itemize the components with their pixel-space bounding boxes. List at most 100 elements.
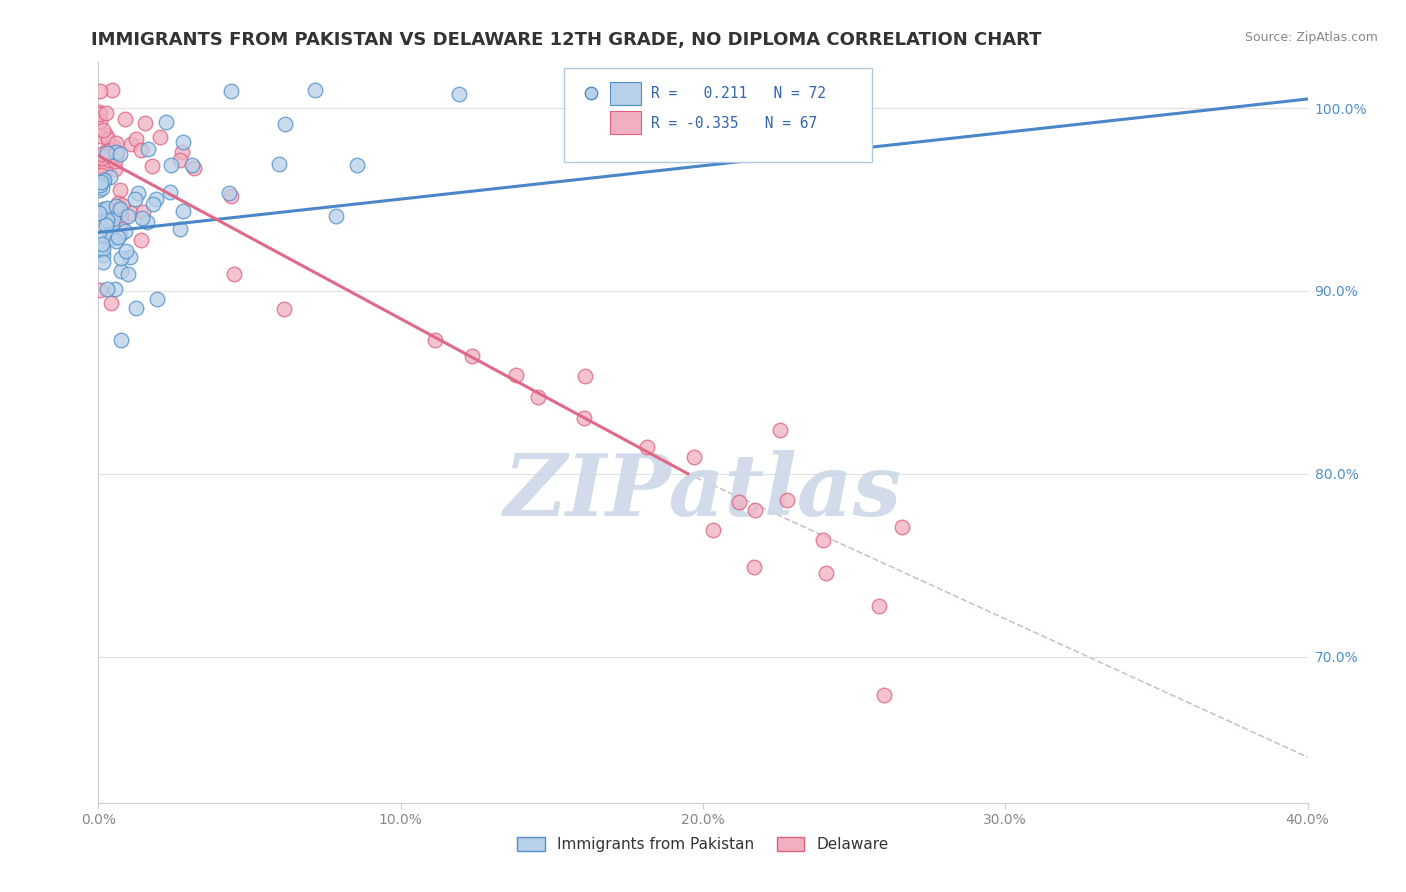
Point <box>129 143 152 157</box>
Point <box>90 175 112 189</box>
Point <box>96 213 118 227</box>
Point <box>742 560 765 574</box>
Point <box>141 160 163 174</box>
Point <box>346 158 368 172</box>
Point <box>96 282 118 296</box>
Point <box>574 369 596 384</box>
Point <box>110 215 132 229</box>
Point <box>273 301 295 316</box>
Point <box>108 146 131 161</box>
Point <box>97 132 120 146</box>
Point <box>117 267 139 281</box>
Point <box>136 142 159 156</box>
Point <box>110 251 132 265</box>
Point <box>105 235 128 249</box>
Text: R =   0.211   N = 72: R = 0.211 N = 72 <box>651 86 825 101</box>
Point <box>91 242 114 256</box>
Point <box>101 211 124 226</box>
Point <box>98 169 121 184</box>
Text: IMMIGRANTS FROM PAKISTAN VS DELAWARE 12TH GRADE, NO DIPLOMA CORRELATION CHART: IMMIGRANTS FROM PAKISTAN VS DELAWARE 12T… <box>91 31 1042 49</box>
Point <box>94 218 117 232</box>
Point <box>101 218 124 232</box>
Point <box>98 143 121 157</box>
FancyBboxPatch shape <box>564 68 872 162</box>
Point <box>304 83 326 97</box>
Point <box>89 206 111 220</box>
Text: ZIPatlas: ZIPatlas <box>503 450 903 533</box>
Point <box>108 183 131 197</box>
Point <box>100 296 122 310</box>
Point <box>89 105 111 120</box>
Point <box>125 131 148 145</box>
Point <box>124 301 146 315</box>
Point <box>172 135 194 149</box>
Point <box>155 115 177 129</box>
Point <box>87 183 110 197</box>
Point <box>425 333 447 347</box>
Point <box>129 233 152 247</box>
Point <box>169 222 191 236</box>
Point <box>868 599 890 613</box>
Point <box>145 192 167 206</box>
Point <box>181 158 204 172</box>
Point <box>101 83 124 97</box>
Point <box>105 145 128 159</box>
Point <box>89 244 111 258</box>
Point <box>219 188 242 202</box>
Point <box>89 242 111 256</box>
Point <box>104 205 127 219</box>
Point <box>702 523 724 537</box>
Point <box>101 231 124 245</box>
Point <box>90 169 112 183</box>
Text: Source: ZipAtlas.com: Source: ZipAtlas.com <box>1244 31 1378 45</box>
Point <box>89 128 111 143</box>
Point <box>134 116 156 130</box>
Point <box>90 151 112 165</box>
FancyBboxPatch shape <box>610 82 641 104</box>
Point <box>94 128 117 143</box>
Point <box>700 83 723 97</box>
Point <box>90 237 112 252</box>
Point <box>183 161 205 175</box>
Point <box>89 178 111 192</box>
Point <box>89 283 111 297</box>
Point <box>111 198 134 212</box>
Point <box>142 197 165 211</box>
Point <box>218 186 240 200</box>
Point <box>114 112 136 126</box>
Point <box>91 202 114 216</box>
Point <box>103 139 125 153</box>
Point <box>110 208 132 222</box>
Point <box>110 334 132 348</box>
Point <box>638 83 661 97</box>
Point <box>104 161 127 176</box>
Point <box>132 204 155 219</box>
Point <box>98 153 121 168</box>
Point <box>891 519 914 533</box>
Point <box>91 123 114 137</box>
Point <box>159 186 181 200</box>
Point <box>91 248 114 262</box>
Point <box>620 116 643 130</box>
Point <box>172 145 194 159</box>
Point <box>93 255 115 269</box>
Point <box>325 209 347 223</box>
Point <box>172 204 194 219</box>
Point <box>93 228 115 243</box>
Point <box>131 211 153 226</box>
Point <box>96 146 118 161</box>
Point <box>769 424 792 438</box>
Point <box>160 158 183 172</box>
Point <box>146 292 169 306</box>
Point <box>91 181 114 195</box>
Point <box>89 107 111 121</box>
Point <box>815 566 838 580</box>
Point <box>120 205 142 219</box>
Point <box>89 114 111 128</box>
Point <box>104 282 127 296</box>
Point <box>274 117 297 131</box>
Point <box>682 450 704 464</box>
Point <box>105 136 128 150</box>
Point <box>98 230 121 244</box>
Point <box>461 349 484 363</box>
